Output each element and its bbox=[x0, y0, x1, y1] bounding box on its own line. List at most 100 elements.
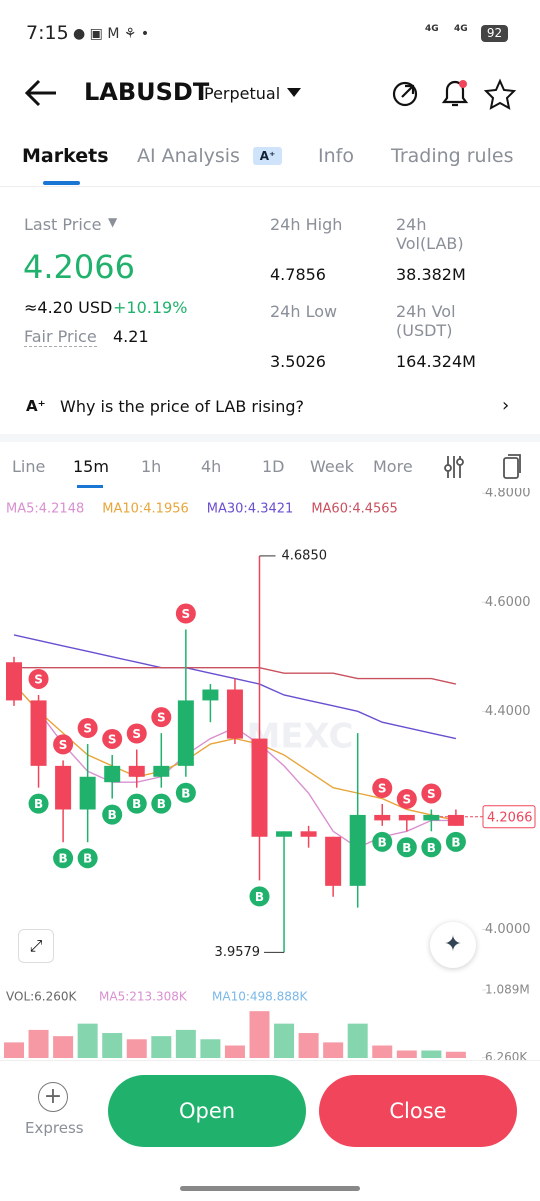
volume-bar bbox=[28, 1029, 49, 1058]
close-button[interactable]: Close bbox=[319, 1075, 517, 1147]
tab[interactable]: Trading rules bbox=[391, 145, 514, 167]
tab[interactable]: Info bbox=[318, 145, 354, 167]
vol-lab-label: 24h Vol(LAB) bbox=[396, 215, 464, 253]
tab[interactable]: Markets bbox=[22, 145, 109, 167]
trade-marker-label: B bbox=[157, 797, 166, 811]
candle-body bbox=[276, 831, 293, 837]
last-price: 4.2066 bbox=[23, 248, 135, 286]
y-tick-label: 4.0000 bbox=[485, 922, 531, 937]
trade-marker-label: B bbox=[108, 808, 117, 822]
timeframe[interactable]: 1h bbox=[141, 457, 162, 476]
chart-tools[interactable] bbox=[442, 452, 532, 482]
trade-marker-label: B bbox=[59, 852, 68, 866]
network: 4G bbox=[425, 24, 439, 34]
header-icons[interactable] bbox=[390, 78, 520, 110]
volume-bar bbox=[102, 1033, 123, 1058]
legend-entry: MA10:4.1956 bbox=[102, 502, 189, 517]
candle-body bbox=[55, 765, 72, 810]
candle-body bbox=[325, 836, 342, 886]
trade-marker bbox=[28, 793, 49, 814]
trade-marker bbox=[77, 718, 98, 739]
high-annotation: 4.6850 bbox=[282, 548, 328, 563]
volume-tick-label: 6.260K bbox=[485, 1050, 528, 1060]
status-icons: ● ▣ M ⚘ • bbox=[73, 26, 150, 42]
fair-price-label: Fair Price bbox=[24, 327, 97, 347]
trade-marker bbox=[151, 707, 172, 728]
volume-bar bbox=[53, 1036, 74, 1058]
timeframe[interactable]: 1D bbox=[262, 457, 285, 476]
volume-bar bbox=[77, 1023, 98, 1058]
express-icon[interactable]: + bbox=[38, 1082, 68, 1112]
express-label[interactable]: Express bbox=[25, 1119, 84, 1137]
vol-usdt: 164.324M bbox=[396, 352, 476, 371]
volume-bar bbox=[249, 1011, 270, 1058]
price-change: +10.19% bbox=[113, 298, 188, 317]
volume-ma10: MA10:498.888K bbox=[212, 990, 308, 1004]
candle-body bbox=[374, 814, 391, 821]
dropdown-icon: ▼ bbox=[108, 215, 118, 229]
dropdown-icon[interactable] bbox=[286, 87, 302, 99]
trade-marker-label: S bbox=[132, 727, 141, 741]
trade-marker-label: B bbox=[181, 786, 190, 800]
trade-marker bbox=[28, 668, 49, 689]
timeframe[interactable]: More bbox=[373, 457, 413, 476]
volume-bar bbox=[372, 1045, 393, 1058]
trade-marker-label: B bbox=[427, 841, 436, 855]
timeframe[interactable]: 4h bbox=[201, 457, 222, 476]
trade-marker-label: S bbox=[427, 787, 436, 801]
symbol[interactable]: LABUSDT bbox=[84, 78, 210, 106]
y-tick-label: 4.6000 bbox=[485, 595, 531, 610]
y-tick-label: 4.4000 bbox=[485, 704, 531, 719]
trade-marker bbox=[372, 778, 393, 799]
open-button[interactable]: Open bbox=[108, 1075, 306, 1147]
ai-button[interactable]: ✦ bbox=[430, 922, 476, 968]
vol-usdt-label: 24h Vol (USDT) bbox=[396, 302, 456, 340]
trade-marker-label: S bbox=[378, 782, 387, 796]
trade-marker bbox=[126, 723, 147, 744]
trade-marker bbox=[421, 783, 442, 804]
candle-body bbox=[128, 765, 145, 777]
y-tick-label: 4.8000 bbox=[485, 488, 531, 501]
ai-icon: A⁺ bbox=[26, 397, 46, 415]
high: 4.7856 bbox=[270, 265, 326, 284]
timeframe[interactable]: Week bbox=[310, 457, 354, 476]
candle-body bbox=[226, 689, 243, 739]
candle-body bbox=[79, 776, 96, 810]
chevron[interactable]: › bbox=[502, 395, 510, 416]
trade-marker-label: B bbox=[34, 797, 43, 811]
home-indicator bbox=[180, 1186, 360, 1191]
tab[interactable]: AI Analysis bbox=[137, 145, 240, 167]
expand-button[interactable]: ⤢ bbox=[18, 929, 54, 963]
contract-type[interactable]: Perpetual bbox=[204, 84, 281, 103]
timeframe-indicator bbox=[77, 485, 103, 488]
low: 3.5026 bbox=[270, 352, 326, 371]
insight-link[interactable]: Why is the price of LAB rising? bbox=[60, 397, 305, 416]
back-button[interactable] bbox=[24, 78, 58, 108]
timeframe[interactable]: Line bbox=[12, 457, 46, 476]
timeframe[interactable]: 15m bbox=[73, 457, 109, 476]
trade-marker-label: B bbox=[402, 841, 411, 855]
ma-line bbox=[14, 666, 457, 685]
volume-bar bbox=[298, 1033, 319, 1058]
last-price-box bbox=[482, 805, 536, 829]
trade-marker-label: S bbox=[108, 732, 117, 746]
trade-marker-label: B bbox=[378, 835, 387, 849]
volume-bar bbox=[323, 1042, 344, 1058]
volume-bar bbox=[274, 1023, 295, 1058]
candle-body bbox=[398, 814, 415, 821]
tab-indicator bbox=[43, 181, 80, 185]
volume-ma5: MA5:213.308K bbox=[99, 990, 188, 1004]
volume-bar bbox=[200, 1039, 221, 1058]
high-label: 24h High bbox=[270, 215, 343, 234]
trade-marker bbox=[53, 848, 74, 869]
volume-bar bbox=[4, 1042, 24, 1058]
battery: 92 bbox=[481, 25, 508, 42]
volume-bar bbox=[126, 1039, 147, 1058]
trade-marker bbox=[445, 831, 466, 852]
candle-body bbox=[300, 831, 317, 837]
ma-line bbox=[13, 634, 457, 740]
trade-marker-label: B bbox=[255, 890, 264, 904]
trade-marker bbox=[372, 831, 393, 852]
candle-body bbox=[6, 662, 22, 701]
